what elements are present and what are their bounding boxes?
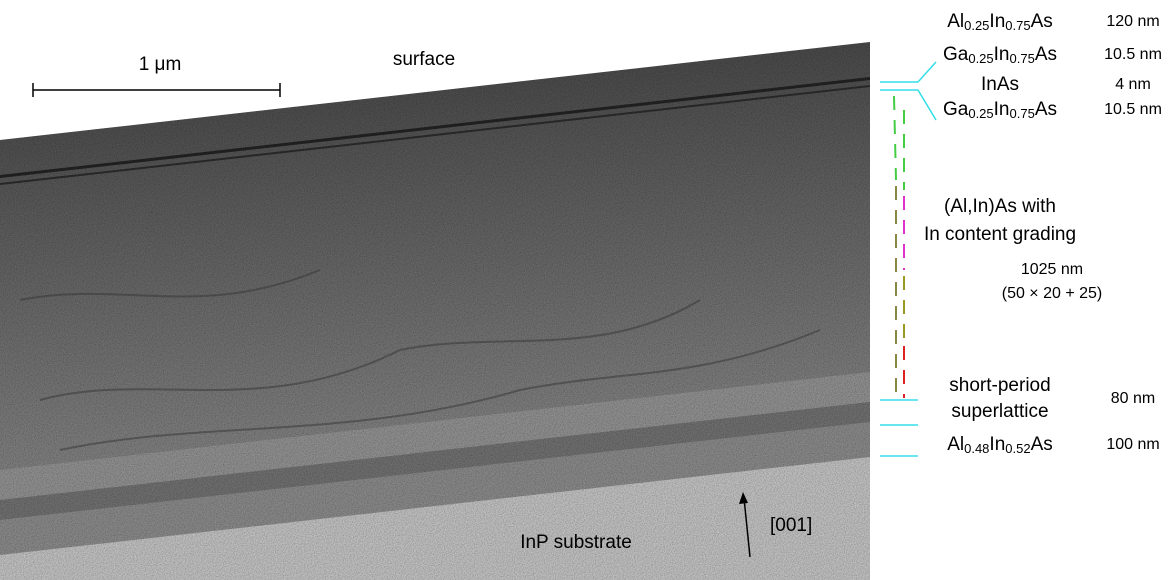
layer-name: Ga0.25In0.75As: [943, 44, 1057, 66]
scale-bar: [33, 83, 280, 97]
formula-part: superlattice: [951, 401, 1048, 422]
subscript: 0.25: [968, 106, 993, 121]
subscript: 0.75: [1005, 18, 1030, 33]
layer-thickness: 100 nm: [1106, 436, 1159, 453]
layer-name: (Al,In)As with: [944, 196, 1056, 217]
subscript: 0.75: [1010, 106, 1035, 121]
figure: 1 μm surface InP substrate [001] Al0.25I…: [0, 0, 1169, 580]
layer-name: In content grading: [924, 224, 1076, 245]
surface-label: surface: [393, 49, 455, 70]
subscript: 0.48: [964, 441, 989, 456]
layer-name: Al0.25In0.75As: [947, 11, 1053, 33]
layer-thickness: 120 nm: [1106, 13, 1159, 30]
formula-part: Al: [947, 11, 964, 32]
formula-part: short-period: [949, 375, 1050, 396]
subscript: 0.75: [1010, 51, 1035, 66]
layer-name: Al0.48In0.52As: [947, 434, 1053, 456]
layer-markers: [880, 62, 936, 456]
formula-part: As: [1031, 11, 1053, 32]
subscript: 0.52: [1005, 441, 1030, 456]
layer-name: Ga0.25In0.75As: [943, 99, 1057, 121]
layer-thickness: (50 × 20 + 25): [1002, 285, 1103, 302]
micrograph: [0, 42, 870, 580]
layer-name: InAs: [981, 74, 1019, 95]
formula-part: As: [1035, 99, 1057, 120]
layer-thickness: 10.5 nm: [1104, 46, 1162, 63]
layer-thickness: 1025 nm: [1021, 261, 1083, 278]
formula-part: In: [989, 434, 1005, 455]
formula-part: As: [1035, 44, 1057, 65]
formula-part: In: [994, 99, 1010, 120]
direction-label: [001]: [770, 515, 812, 536]
formula-part: (Al,In)As with: [944, 196, 1056, 217]
layer-name: short-period: [949, 375, 1050, 396]
subscript: 0.25: [964, 18, 989, 33]
scale-label: 1 μm: [139, 54, 182, 75]
formula-part: In content grading: [924, 224, 1076, 245]
formula-part: Ga: [943, 99, 969, 120]
subscript: 0.25: [968, 51, 993, 66]
layer-name: superlattice: [951, 401, 1048, 422]
formula-part: Ga: [943, 44, 969, 65]
layer-thickness: 4 nm: [1115, 76, 1151, 93]
formula-part: Al: [947, 434, 964, 455]
formula-part: InAs: [981, 74, 1019, 95]
formula-part: As: [1031, 434, 1053, 455]
layer-thickness: 80 nm: [1111, 390, 1155, 407]
substrate-label: InP substrate: [520, 532, 632, 553]
formula-part: In: [994, 44, 1010, 65]
layer-thickness: 10.5 nm: [1104, 101, 1162, 118]
grading-indicator: [894, 96, 904, 398]
formula-part: In: [989, 11, 1005, 32]
